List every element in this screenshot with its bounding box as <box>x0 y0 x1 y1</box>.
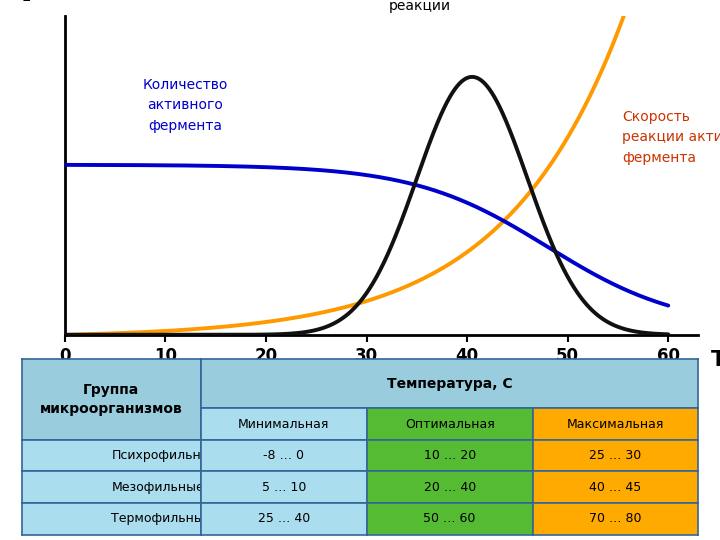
Text: Минимальная: Минимальная <box>238 417 330 430</box>
Text: 10 … 20: 10 … 20 <box>423 449 476 462</box>
Text: Скорость
реакции активного
фермента: Скорость реакции активного фермента <box>622 110 720 165</box>
Text: 70 … 80: 70 … 80 <box>589 512 642 525</box>
Text: Максимальная: Максимальная <box>567 417 664 430</box>
Text: 25 … 30: 25 … 30 <box>590 449 642 462</box>
Text: Мезофильные: Мезофильные <box>112 481 204 494</box>
Text: Скорость
ферментативной
реакции: Скорость ферментативной реакции <box>356 0 482 13</box>
Text: Психрофильные: Психрофильные <box>112 449 219 462</box>
Text: 40 … 45: 40 … 45 <box>590 481 642 494</box>
Text: Оптимальная: Оптимальная <box>405 417 495 430</box>
Text: 20 … 40: 20 … 40 <box>423 481 476 494</box>
Text: Группа
микроорганизмов: Группа микроорганизмов <box>40 383 183 416</box>
Text: T: T <box>711 350 720 370</box>
Text: -8 … 0: -8 … 0 <box>264 449 305 462</box>
Text: Температура, С: Температура, С <box>387 377 513 390</box>
Text: 25 … 40: 25 … 40 <box>258 512 310 525</box>
Text: 5 … 10: 5 … 10 <box>261 481 306 494</box>
Text: V: V <box>16 0 37 6</box>
Text: Термофильные: Термофильные <box>112 512 212 525</box>
Text: Количество
активного
фермента: Количество активного фермента <box>143 78 228 133</box>
Text: 50 … 60: 50 … 60 <box>423 512 476 525</box>
